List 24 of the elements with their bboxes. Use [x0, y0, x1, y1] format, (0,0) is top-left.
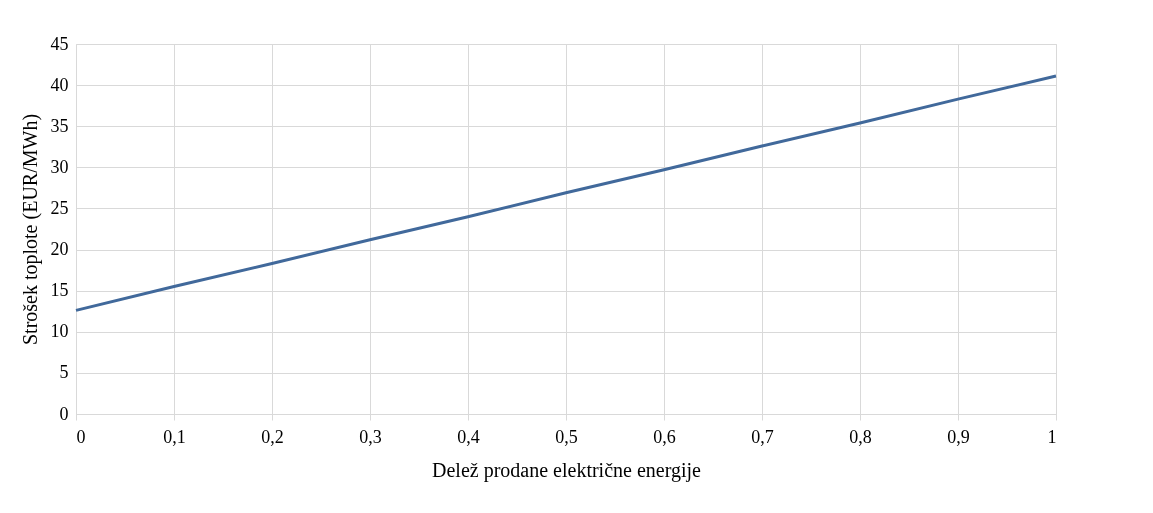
x-tick-label: 0,3	[359, 426, 382, 447]
y-tick-label: 5	[59, 362, 69, 383]
y-tick-label: 15	[50, 280, 69, 301]
y-tick-label: 20	[50, 239, 69, 260]
y-tick-label: 0	[59, 403, 69, 424]
line-series	[74, 74, 1058, 312]
x-tick-label: 0,1	[163, 426, 186, 447]
x-tick-label: 0,8	[849, 426, 872, 447]
y-axis-title: Strošek toplote (EUR/MWh)	[18, 113, 42, 346]
x-tick-label: 0	[76, 426, 86, 447]
x-tick-label: 0,6	[653, 426, 676, 447]
y-tick-label: 25	[50, 197, 69, 218]
x-axis-title: Delež prodane električne energije	[432, 458, 702, 482]
x-tick-label: 0,4	[457, 426, 480, 447]
y-tick-label: 10	[50, 321, 69, 342]
x-tick-label: 1	[1047, 426, 1057, 447]
x-tick-label: 0,5	[555, 426, 578, 447]
y-tick-label: 30	[50, 156, 69, 177]
x-tick-label: 0,7	[751, 426, 774, 447]
y-tick-label: 40	[50, 74, 69, 95]
x-tick-label: 0,9	[947, 426, 970, 447]
x-tick-label: 0,2	[261, 426, 284, 447]
y-tick-label: 35	[50, 115, 69, 136]
y-tick-label: 45	[50, 33, 69, 54]
